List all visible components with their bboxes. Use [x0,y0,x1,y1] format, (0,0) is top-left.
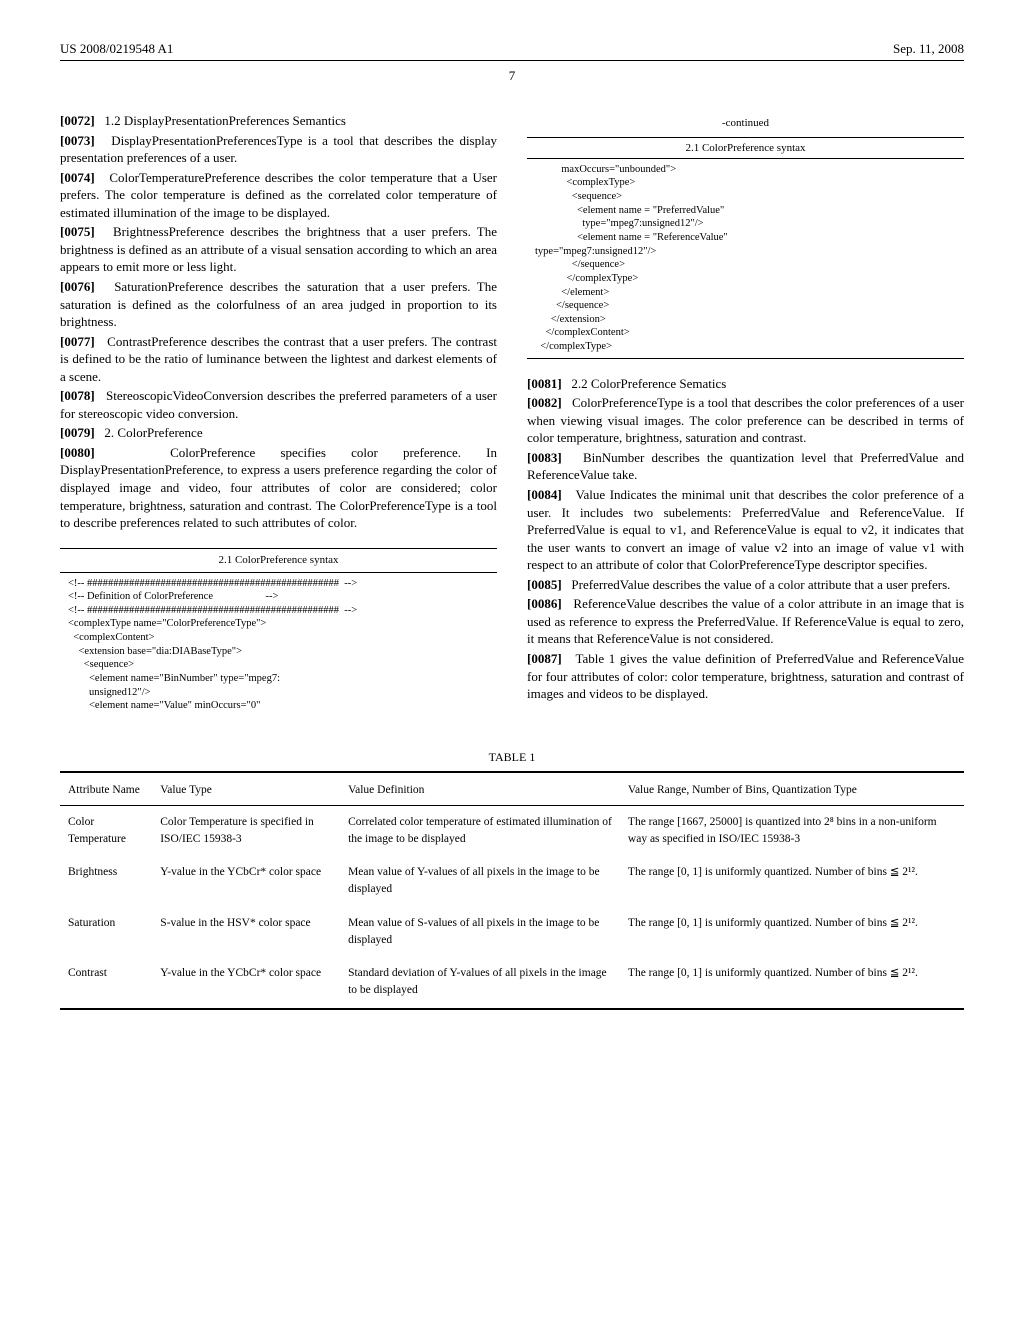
code-title-1: 2.1 ColorPreference syntax [60,548,497,573]
paragraph-0072: [0072] 1.2 DisplayPresentationPreference… [60,112,497,130]
table-1-wrap: TABLE 1 Attribute Name Value Type Value … [60,749,964,1010]
paragraph-0081: [0081] 2.2 ColorPreference Sematics [527,375,964,393]
continued-label: -continued [527,112,964,133]
th-2: Value Definition [340,772,620,805]
page-number: 7 [60,67,964,85]
paragraph-0084: [0084] Value Indicates the minimal unit … [527,486,964,574]
patent-date: Sep. 11, 2008 [893,40,964,58]
paragraph-0077: [0077] ContrastPreference describes the … [60,333,497,386]
code-content-1: <!-- ###################################… [60,577,497,717]
right-column: -continued 2.1 ColorPreference syntax ma… [527,112,964,733]
th-1: Value Type [152,772,340,805]
table-label: TABLE 1 [60,749,964,765]
left-column: [0072] 1.2 DisplayPresentationPreference… [60,112,497,733]
paragraph-0083: [0083] BinNumber describes the quantizat… [527,449,964,484]
paragraph-0074: [0074] ColorTemperaturePreference descri… [60,169,497,222]
paragraph-0076: [0076] SaturationPreference describes th… [60,278,497,331]
paragraph-0073: [0073] DisplayPresentationPreferencesTyp… [60,132,497,167]
code-content-2: maxOccurs="unbounded"> <complexType> <se… [527,163,964,359]
table-1: Attribute Name Value Type Value Definiti… [60,771,964,1010]
code-box-1: 2.1 ColorPreference syntax <!-- ########… [60,548,497,717]
table-row: Brightness Y-value in the YCbCr* color s… [60,856,964,907]
paragraph-0087: [0087] Table 1 gives the value definitio… [527,650,964,703]
paragraph-0080: [0080] ColorPreference specifies color p… [60,444,497,532]
paragraph-0082: [0082] ColorPreferenceType is a tool tha… [527,394,964,447]
th-3: Value Range, Number of Bins, Quantizatio… [620,772,964,805]
paragraph-0079: [0079] 2. ColorPreference [60,424,497,442]
code-box-2: -continued 2.1 ColorPreference syntax ma… [527,112,964,359]
table-body: Color Temperature Color Temperature is s… [60,805,964,1009]
table-header-row: Attribute Name Value Type Value Definiti… [60,772,964,805]
paragraph-0086: [0086] ReferenceValue describes the valu… [527,595,964,648]
table-row: Saturation S-value in the HSV* color spa… [60,907,964,958]
paragraph-0078: [0078] StereoscopicVideoConversion descr… [60,387,497,422]
table-row: Color Temperature Color Temperature is s… [60,805,964,856]
table-row: Contrast Y-value in the YCbCr* color spa… [60,957,964,1009]
paragraph-0085: [0085] PreferredValue describes the valu… [527,576,964,594]
page-header: US 2008/0219548 A1 Sep. 11, 2008 [60,40,964,61]
code-title-2: 2.1 ColorPreference syntax [527,137,964,159]
patent-number: US 2008/0219548 A1 [60,40,173,58]
th-0: Attribute Name [60,772,152,805]
paragraph-0075: [0075] BrightnessPreference describes th… [60,223,497,276]
two-column-layout: [0072] 1.2 DisplayPresentationPreference… [60,112,964,733]
